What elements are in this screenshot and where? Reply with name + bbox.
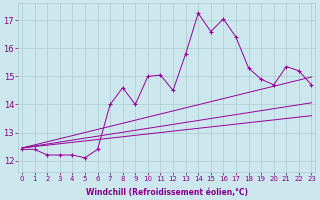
X-axis label: Windchill (Refroidissement éolien,°C): Windchill (Refroidissement éolien,°C): [86, 188, 248, 197]
